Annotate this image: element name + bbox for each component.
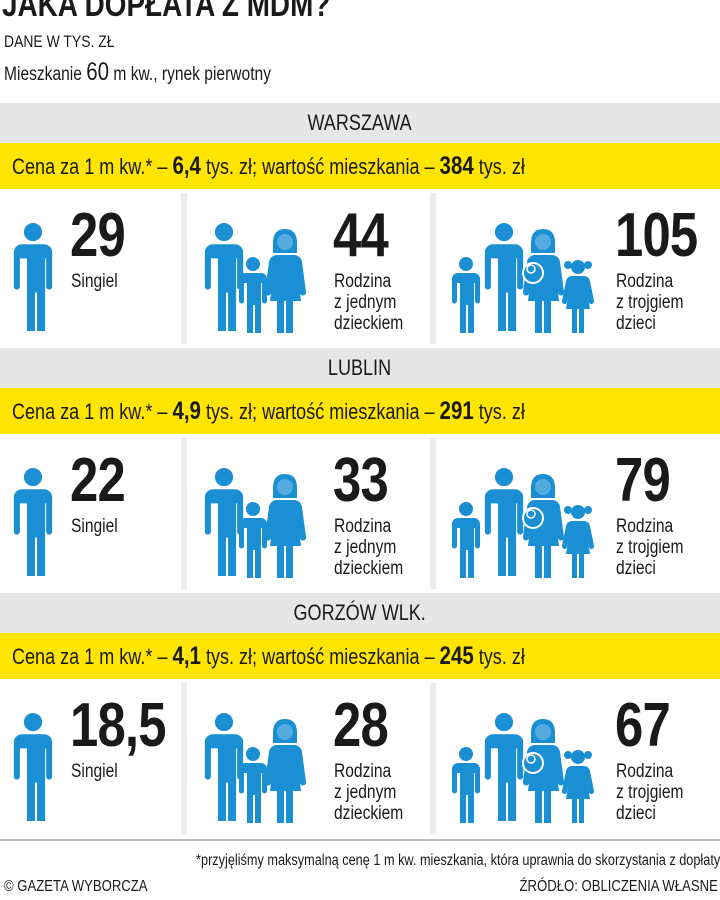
label-one-child: Rodzina z jednym dzieckiem <box>334 271 404 334</box>
mother-with-baby-icon <box>521 474 565 578</box>
subsidy-panels: 29 Singiel 44 Rodzina z jednym dzieckiem 1… <box>0 189 720 348</box>
divider <box>430 193 436 344</box>
label-three-children: Rodzina z trojgiem dzieci <box>616 516 684 579</box>
boy-icon <box>450 747 482 823</box>
label-single: Singiel <box>71 271 118 292</box>
boy-icon <box>450 257 482 333</box>
amount-one-child: 33 <box>333 446 389 515</box>
divider <box>181 438 187 589</box>
infographic-title: JAKA DOPŁATA Z MDM? <box>2 0 331 24</box>
father-icon <box>482 222 526 333</box>
city-section: WARSZAWA Cena za 1 m kw.* – 6,4 tys. zł;… <box>0 103 720 348</box>
subsidy-panels: 18,5 Singiel 28 Rodzina z jednym dzieckiem… <box>0 679 720 838</box>
amount-three-children: 79 <box>615 446 671 515</box>
girl-icon <box>560 504 596 578</box>
subsidy-panels: 22 Singiel 33 Rodzina z jednym dzieckiem 7… <box>0 434 720 593</box>
amount-one-child: 28 <box>333 691 389 760</box>
amount-three-children: 105 <box>615 201 698 270</box>
label-single: Singiel <box>71 516 118 537</box>
amount-single: 18,5 <box>70 691 166 760</box>
footer-divider <box>0 839 720 841</box>
price-bar: Cena za 1 m kw.* – 4,1 tys. zł; wartość … <box>0 633 720 679</box>
source: ŹRÓDŁO: OBLICZENIA WŁASNE <box>519 878 718 895</box>
divider <box>181 683 187 834</box>
girl-icon <box>560 749 596 823</box>
price-bar: Cena za 1 m kw.* – 4,9 tys. zł; wartość … <box>0 388 720 434</box>
single-person-icon <box>11 222 55 333</box>
mother-icon <box>263 474 307 578</box>
city-section: LUBLIN Cena za 1 m kw.* – 4,9 tys. zł; w… <box>0 348 720 593</box>
amount-single: 22 <box>70 446 126 515</box>
amount-single: 29 <box>70 201 126 270</box>
divider <box>181 193 187 344</box>
city-header: WARSZAWA <box>0 103 720 143</box>
mother-icon <box>263 229 307 333</box>
father-icon <box>482 467 526 578</box>
city-header: GORZÓW WLK. <box>0 593 720 633</box>
label-one-child: Rodzina z jednym dzieckiem <box>334 516 404 579</box>
mother-icon <box>263 719 307 823</box>
divider <box>430 683 436 834</box>
label-three-children: Rodzina z trojgiem dzieci <box>616 761 684 824</box>
divider <box>430 438 436 589</box>
label-one-child: Rodzina z jednym dzieckiem <box>334 761 404 824</box>
city-section: GORZÓW WLK. Cena za 1 m kw.* – 4,1 tys. … <box>0 593 720 838</box>
mother-with-baby-icon <box>521 229 565 333</box>
label-single: Singiel <box>71 761 118 782</box>
flat-description: Mieszkanie 60 m kw., rynek pierwotny <box>4 58 271 86</box>
amount-one-child: 44 <box>333 201 389 270</box>
girl-icon <box>560 259 596 333</box>
unit-note: DANE W TYS. ZŁ <box>4 32 115 51</box>
boy-icon <box>450 502 482 578</box>
city-header: LUBLIN <box>0 348 720 388</box>
single-person-icon <box>11 712 55 823</box>
copyright: © GAZETA WYBORCZA <box>4 878 148 895</box>
label-three-children: Rodzina z trojgiem dzieci <box>616 271 684 334</box>
mother-with-baby-icon <box>521 719 565 823</box>
amount-three-children: 67 <box>615 691 671 760</box>
father-icon <box>482 712 526 823</box>
price-bar: Cena za 1 m kw.* – 6,4 tys. zł; wartość … <box>0 143 720 189</box>
footnote: *przyjęliśmy maksymalną cenę 1 m kw. mie… <box>195 852 720 869</box>
single-person-icon <box>11 467 55 578</box>
